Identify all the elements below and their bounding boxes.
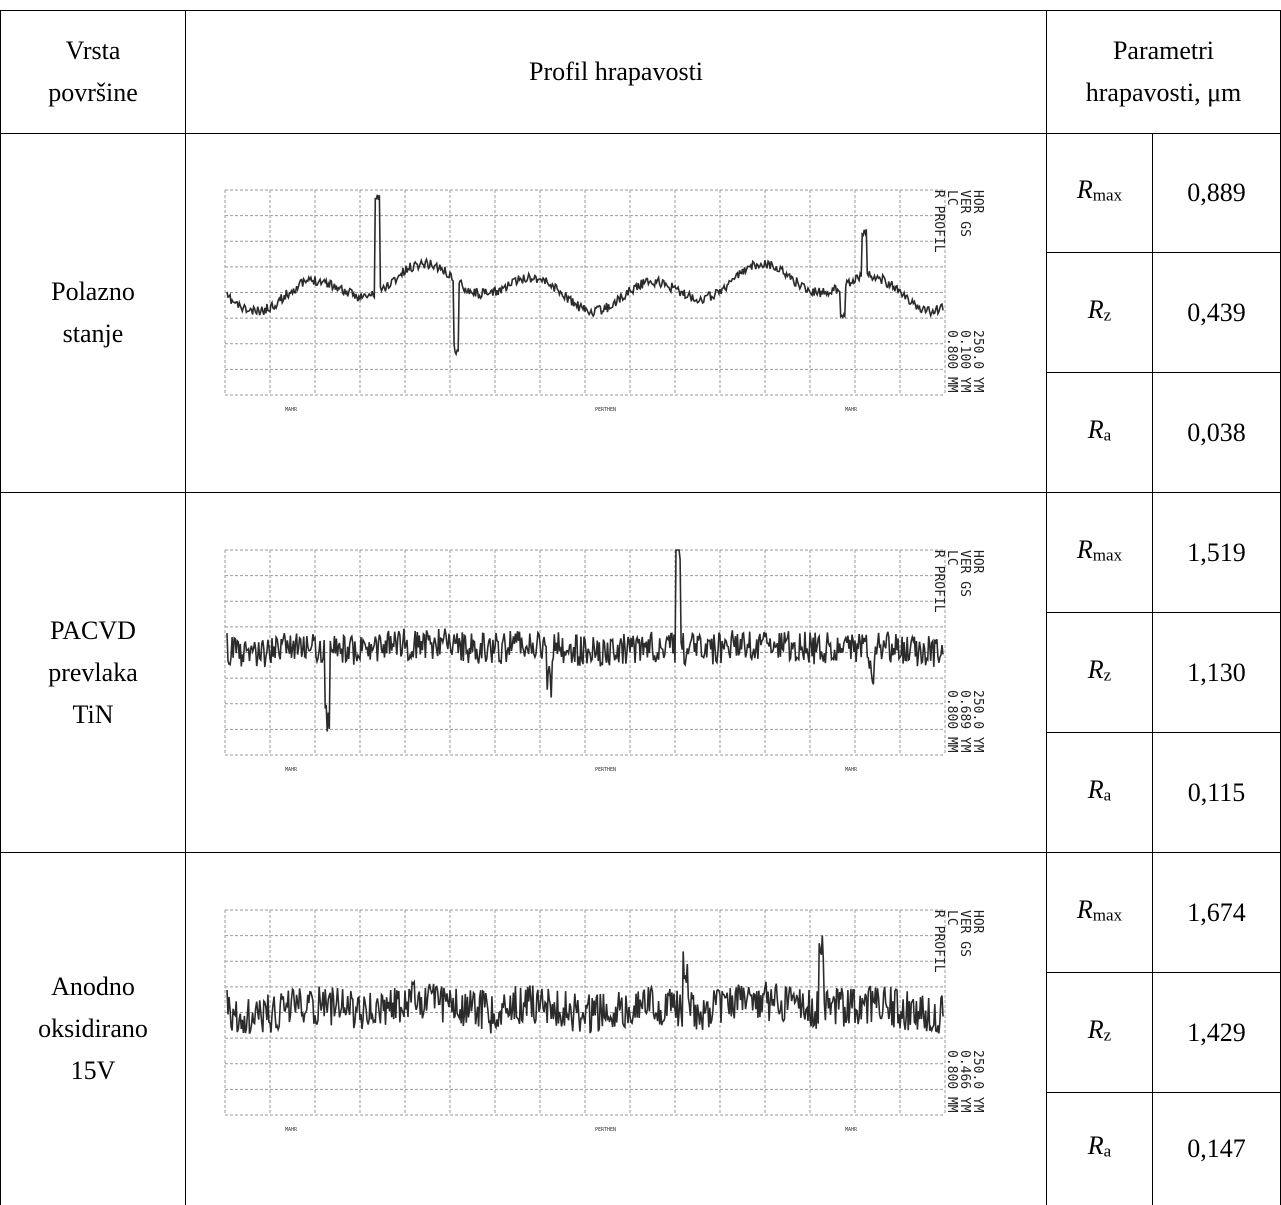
profile-setting-value: 250.0 YM (970, 330, 985, 393)
profile-setting-value: 0.800 MM (944, 330, 959, 393)
profile-setting-label: LC (944, 190, 959, 206)
param-symbol-rmax: Rmax (1076, 534, 1123, 565)
profile-footer-label: MAHR (285, 407, 298, 413)
profile-setting-label: HOR (970, 550, 985, 574)
profile-setting-label: LC (944, 910, 959, 926)
param-value-rmax: 0,889 (1187, 178, 1246, 207)
param-symbol-rz: Rz (1087, 1014, 1112, 1045)
profile-setting-label: R PROFIL (931, 550, 946, 613)
param-symbol-ra: Ra (1087, 774, 1112, 805)
table-border-left (0, 10, 1, 1205)
param-value-rmax: 1,674 (1187, 897, 1246, 927)
profile-setting-value: 0.800 MM (944, 1050, 959, 1113)
surface-type-cell: Anodno oksidirano 15V (1, 853, 185, 1205)
profile-setting-label: VER GS (957, 190, 972, 237)
surface-text: 15V (70, 1056, 116, 1085)
profile-setting-value: 0.689 YM (957, 690, 972, 753)
header-text: površine (48, 78, 138, 107)
profile-footer-label: MAHR (285, 767, 298, 773)
profile-setting-label: LC (944, 550, 959, 566)
profile-setting-label: HOR (970, 190, 985, 214)
header-text: Vrsta (65, 36, 121, 65)
column-divider-2 (1046, 10, 1047, 1205)
header-text: hrapavosti, μm (1085, 78, 1242, 107)
profile-footer-label: MAHR (845, 407, 858, 413)
profile-setting-value: 0.100 YM (957, 330, 972, 393)
profile-footer-label: PERTHEN (595, 1127, 616, 1133)
table-border-top (0, 10, 1281, 11)
param-symbol-rmax: Rmax (1076, 175, 1123, 205)
header-roughness-params: Parametri hrapavosti, μm (1047, 11, 1280, 133)
profile-footer-label: MAHR (845, 1127, 858, 1133)
surface-text: oksidirano (38, 1014, 148, 1043)
param-value-rz: 1,130 (1187, 657, 1246, 687)
param-symbol-ra: Ra (1087, 414, 1112, 445)
param-symbol-rz: Rz (1087, 654, 1112, 685)
profile-setting-label: VER GS (957, 550, 972, 597)
profile-setting-value: 0.466 YM (957, 1050, 972, 1113)
row-divider-header (0, 133, 1281, 134)
profile-trace (226, 549, 944, 732)
profile-setting-label: VER GS (957, 910, 972, 957)
param-value-rmax: 1,519 (1187, 537, 1246, 567)
surface-text: Anodno (51, 972, 135, 1001)
param-divider (1046, 972, 1281, 973)
surface-text: Polazno (51, 277, 135, 306)
surface-text: prevlaka (48, 657, 138, 687)
param-divider (1046, 612, 1281, 613)
profile-footer-label: PERTHEN (595, 407, 616, 413)
param-symbol-ra: Ra (1087, 1131, 1112, 1161)
surface-type-cell: Polazno stanje (1, 134, 185, 492)
roughness-profile-plot: R PROFIL LC 0.800 MM VER GS 0.100 YM HOR 250.0… (195, 170, 1035, 450)
param-symbol-rmax: Rmax (1076, 894, 1123, 925)
column-divider-3 (1152, 133, 1153, 1205)
surface-text: PACVD (50, 615, 136, 645)
profile-setting-value: 250.0 YM (970, 1050, 985, 1113)
surface-type-cell: PACVD prevlaka TiN (1, 493, 185, 852)
param-divider (1046, 252, 1281, 253)
profile-trace (226, 194, 944, 357)
param-divider (1046, 372, 1281, 373)
surface-text: TiN (72, 699, 114, 729)
profile-footer-label: MAHR (285, 1127, 298, 1133)
roughness-profile-plot: R PROFIL LC 0.800 MM VER GS 0.689 YM HOR 250.0… (195, 530, 1035, 810)
profile-footer-label: PERTHEN (595, 767, 616, 773)
header-roughness-profile: Profil hrapavosti (186, 11, 1046, 133)
param-value-rz: 1,429 (1187, 1017, 1246, 1047)
param-value-ra: 0,038 (1187, 417, 1246, 447)
profile-trace (226, 935, 944, 1034)
header-text: Parametri (1112, 36, 1215, 65)
header-text: Profil hrapavosti (528, 57, 704, 86)
param-value-rz: 0,439 (1187, 297, 1246, 327)
profile-setting-label: R PROFIL (931, 190, 946, 253)
profile-setting-label: R PROFIL (931, 910, 946, 973)
param-value-ra: 0,115 (1187, 777, 1246, 807)
profile-footer-label: MAHR (845, 767, 858, 773)
surface-text: stanje (62, 319, 124, 348)
row-divider-1 (0, 492, 1281, 493)
param-symbol-rz: Rz (1087, 294, 1112, 325)
profile-setting-label: HOR (970, 910, 985, 934)
param-divider (1046, 1092, 1281, 1093)
profile-setting-value: 0.800 MM (944, 690, 959, 753)
row-divider-2 (0, 852, 1281, 853)
column-divider-1 (185, 10, 186, 1205)
param-divider (1046, 732, 1281, 733)
profile-setting-value: 250.0 YM (970, 690, 985, 753)
roughness-profile-plot: R PROFIL LC 0.800 MM VER GS 0.466 YM HOR 250.0… (195, 890, 1035, 1170)
header-surface-type: Vrsta površine (1, 11, 185, 133)
param-value-ra: 0,147 (1187, 1134, 1246, 1163)
